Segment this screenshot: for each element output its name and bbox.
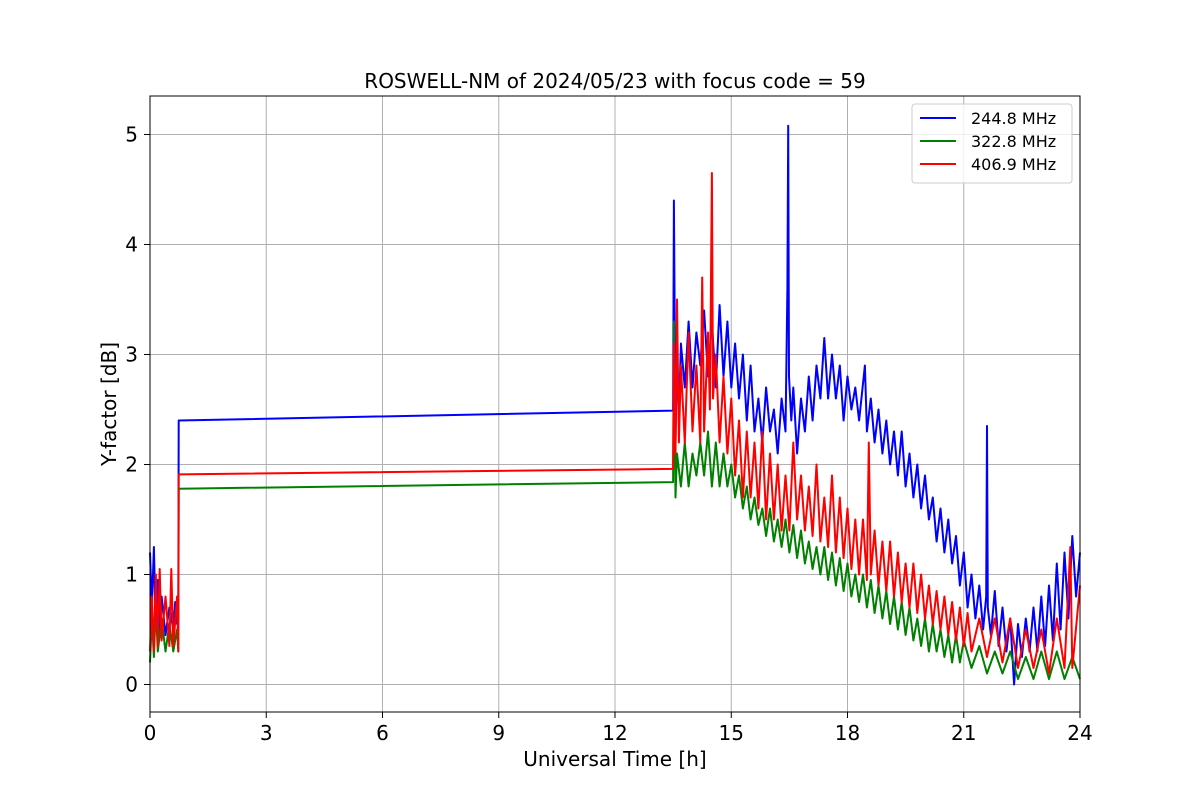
series-line-2: [149, 172, 1081, 675]
x-tick-label: 21: [951, 721, 976, 745]
x-tick-label: 18: [835, 721, 860, 745]
series-line-1: [149, 320, 1081, 680]
y-tick-label: 5: [125, 123, 138, 147]
legend-label: 244.8 MHz: [971, 109, 1056, 128]
legend-label: 322.8 MHz: [971, 132, 1056, 151]
y-tick-label: 0: [125, 673, 138, 697]
x-tick-label: 6: [376, 721, 389, 745]
x-axis-label: Universal Time [h]: [523, 747, 706, 771]
y-tick-label: 3: [125, 343, 138, 367]
legend: 244.8 MHz 322.8 MHz 406.9 MHz: [911, 103, 1073, 184]
y-tick-label: 2: [125, 453, 138, 477]
y-axis-label: Y-factor [dB]: [97, 342, 121, 467]
chart-title: ROSWELL-NM of 2024/05/23 with focus code…: [364, 69, 865, 93]
x-tick-label: 12: [602, 721, 627, 745]
series-layer: [149, 124, 1081, 686]
x-tick-label: 9: [492, 721, 505, 745]
x-tick-label: 3: [260, 721, 273, 745]
y-tick-label: 1: [125, 563, 138, 587]
legend-label: 406.9 MHz: [971, 155, 1056, 174]
x-tick-label: 0: [144, 721, 157, 745]
x-tick-label: 15: [719, 721, 744, 745]
x-axis: 0 3 6 9 12 15 18 21 24: [144, 712, 1093, 745]
x-tick-label: 24: [1067, 721, 1092, 745]
y-axis: 0 1 2 3 4 5: [125, 123, 150, 697]
y-tick-label: 4: [125, 233, 138, 257]
